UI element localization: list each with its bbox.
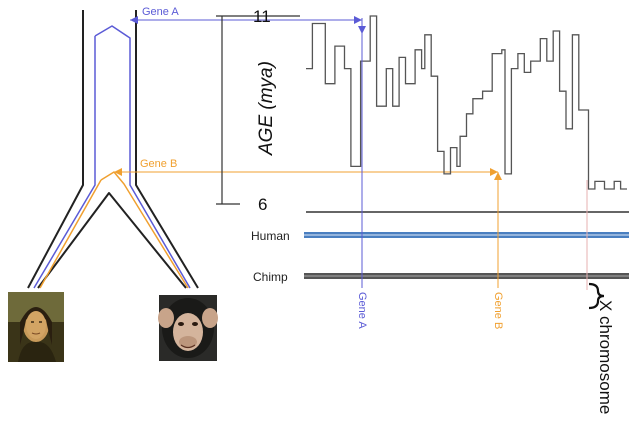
gene-a-lineage — [33, 25, 191, 289]
y-axis-label: AGE (mya) — [256, 61, 277, 156]
gene-b-lineage — [39, 171, 189, 289]
gene-a-connector: Gene A — [130, 6, 362, 24]
genome-tracks: Human Chimp — [251, 229, 629, 284]
x-chromosome-label: X chromosome — [596, 300, 615, 414]
y-tick-label-bottom: 6 — [258, 195, 267, 214]
age-trace-line — [306, 15, 627, 190]
human-portrait — [8, 292, 64, 362]
tree-gene-b-label: Gene B — [140, 158, 177, 170]
tree-outer-left-wall — [27, 10, 84, 289]
chimp-track-label: Chimp — [253, 270, 288, 284]
tree-inner-fork — [37, 192, 187, 289]
phylogenetic-tree — [27, 10, 199, 289]
tree-outer-right-wall — [135, 10, 199, 289]
x-chromosome-marker: X chromosome — [586, 180, 615, 414]
gene-a-marker-label: Gene A — [356, 292, 368, 329]
age-plot: 11 6 AGE (mya) — [216, 7, 629, 214]
gene-b-connector: Gene B — [114, 158, 498, 176]
gene-a-marker: Gene A — [356, 18, 368, 329]
y-tick-label-top: 11 — [253, 7, 271, 26]
human-track-label: Human — [251, 229, 290, 243]
gene-b-marker-label: Gene B — [492, 292, 504, 329]
gene-b-marker: Gene B — [492, 172, 504, 329]
tree-gene-a-label: Gene A — [142, 6, 179, 18]
chimp-portrait — [158, 295, 218, 361]
x-chromosome-brace — [588, 282, 605, 310]
